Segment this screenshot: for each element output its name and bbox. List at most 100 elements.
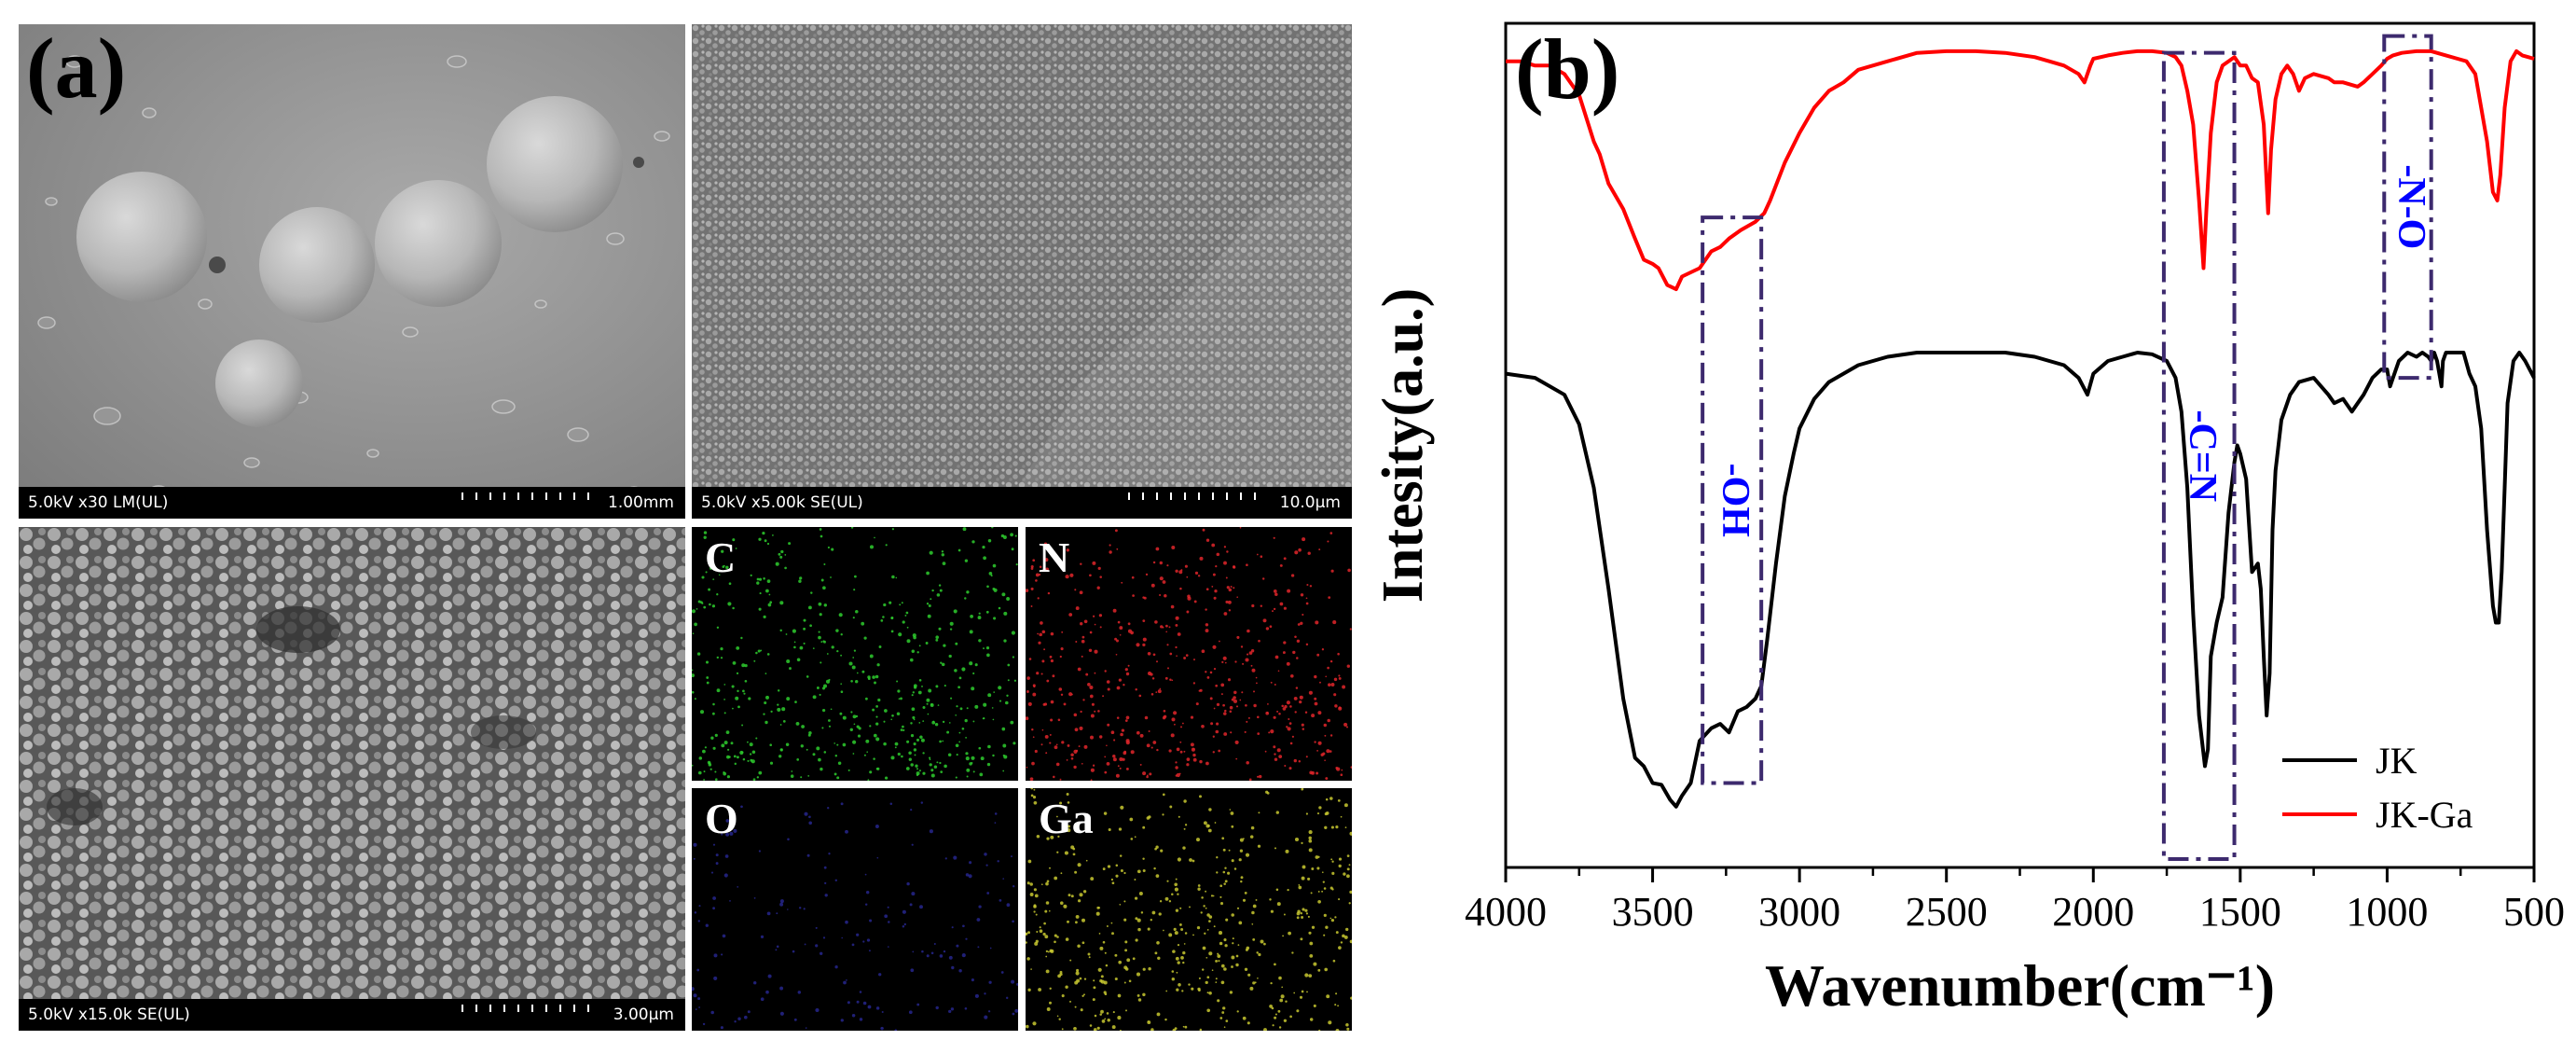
eds-dot (965, 756, 970, 761)
eds-dot (850, 527, 854, 529)
eds-dot (875, 674, 879, 679)
eds-dot (1282, 651, 1286, 655)
eds-dot (856, 672, 859, 674)
eds-dot (1300, 911, 1302, 915)
eds-dot (1213, 596, 1217, 600)
eds-dot (948, 955, 953, 960)
eds-dot (1333, 693, 1337, 697)
eds-dot (1208, 808, 1212, 811)
eds-dot (1006, 903, 1011, 908)
eds-dot (1035, 573, 1040, 577)
eds-dot (1177, 632, 1181, 636)
eds-dot (737, 689, 739, 693)
eds-dot (1114, 529, 1118, 533)
eds-dot (1157, 689, 1162, 694)
eds-dot (882, 616, 885, 618)
eds-dot (1124, 940, 1128, 944)
eds-dot (1338, 898, 1341, 901)
eds-dot (1277, 1009, 1281, 1013)
eds-dot (953, 855, 957, 860)
eds-dot (884, 914, 889, 919)
eds-dot (1182, 846, 1186, 850)
eds-dot (1350, 996, 1352, 1000)
eds-dot (1315, 620, 1319, 625)
eds-dot (1248, 778, 1252, 781)
eds-dot (758, 770, 763, 775)
eds-dot (1273, 745, 1276, 749)
eds-dot (1208, 920, 1211, 922)
eds-dot (1148, 730, 1150, 732)
eds-dot (1283, 557, 1287, 561)
eds-dot (1159, 593, 1162, 597)
eds-dot (1050, 949, 1054, 953)
eds-dot (971, 686, 975, 691)
eds-dot (1199, 556, 1204, 561)
eds-dot (800, 776, 803, 779)
eds-dot (1134, 896, 1138, 900)
eds-dot (1302, 728, 1305, 730)
eds-dot (929, 763, 932, 767)
eds-dot (918, 770, 921, 772)
eds-dot (1059, 801, 1063, 805)
eds-dot (1286, 726, 1288, 728)
eds-dot (793, 1018, 797, 1021)
eds-dot (1327, 718, 1330, 723)
eds-dot (734, 762, 737, 766)
eds-dot (1335, 825, 1339, 829)
eds-dot (1056, 851, 1059, 853)
eds-dot (1323, 723, 1328, 728)
eds-dot (910, 763, 914, 767)
eds-dot (1058, 687, 1063, 691)
eds-dot (1300, 937, 1303, 941)
eds-dot (1192, 753, 1196, 757)
eds-dot (1175, 761, 1178, 764)
series-layer (1505, 49, 2536, 809)
eds-dot (1175, 569, 1178, 573)
eds-dot (1216, 702, 1220, 707)
eds-dot (1119, 756, 1123, 762)
eds-dot (1175, 878, 1178, 881)
eds-dot (693, 842, 697, 847)
eds-dot (1222, 656, 1227, 660)
x-tick-label: 3000 (1758, 889, 1840, 935)
eds-dot (1033, 788, 1036, 791)
eds-dot (1216, 871, 1219, 874)
eds-dot (1003, 611, 1008, 616)
eds-dot (1211, 543, 1216, 548)
eds-dot (929, 829, 933, 834)
eds-dot (1299, 995, 1303, 999)
eds-dot (712, 712, 715, 715)
eds-dot (941, 550, 944, 553)
eds-dot (1068, 613, 1073, 617)
eds-dot (1150, 919, 1152, 922)
eds-dot (1074, 870, 1078, 874)
eds-dot (1132, 957, 1136, 961)
eds-dot (1105, 964, 1109, 967)
eds-dot (818, 757, 821, 762)
eds-dot (921, 950, 924, 953)
eds-map-o: O (692, 788, 1018, 1031)
eds-dot (718, 574, 721, 576)
eds-dot (1220, 693, 1223, 696)
eds-dot (994, 822, 997, 824)
eds-dot (714, 733, 718, 737)
eds-dot (1090, 877, 1095, 881)
eds-dot (987, 1010, 991, 1013)
eds-dot (1079, 726, 1083, 730)
eds-dot (1240, 645, 1244, 648)
sem-info-bar: 5.0kV x30 LM(UL) 1.00mm (19, 487, 685, 519)
eds-dot (1057, 718, 1061, 722)
eds-dot (971, 540, 975, 544)
eds-dot (1345, 1022, 1349, 1027)
eds-dot (1031, 728, 1034, 731)
eds-dot (1082, 699, 1085, 701)
eds-dot (961, 727, 965, 730)
eds-dot (1308, 931, 1312, 935)
eds-dot (1112, 757, 1117, 762)
eds-dot (1183, 657, 1187, 659)
eds-dot (692, 673, 695, 678)
eds-dot (1212, 751, 1215, 754)
eds-dot (1041, 728, 1044, 731)
eds-dot (1102, 940, 1106, 944)
eds-dot (992, 718, 995, 721)
